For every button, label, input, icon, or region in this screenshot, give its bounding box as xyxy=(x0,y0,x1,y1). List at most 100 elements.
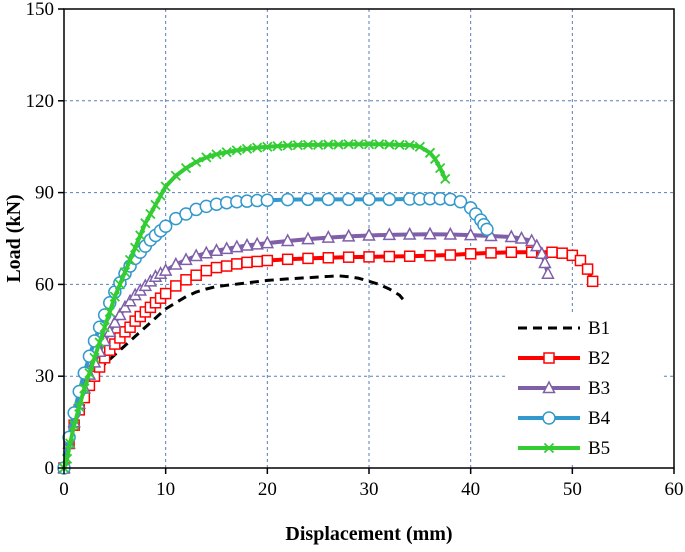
data-point xyxy=(231,258,243,270)
data-point xyxy=(241,143,253,154)
data-point xyxy=(189,248,203,262)
data-point xyxy=(180,162,192,174)
data-point xyxy=(64,438,76,449)
data-point xyxy=(435,162,446,174)
x-tick-label: 30 xyxy=(360,479,379,500)
data-point xyxy=(301,192,315,207)
data-point xyxy=(353,139,364,150)
x-tick-label: 50 xyxy=(563,479,582,500)
data-point xyxy=(241,256,253,269)
data-point xyxy=(429,153,441,165)
data-point xyxy=(323,139,334,150)
legend-item: B4 xyxy=(518,408,611,429)
data-point xyxy=(160,181,171,192)
legend-marker xyxy=(542,380,556,394)
data-point xyxy=(313,139,324,151)
data-point xyxy=(322,252,335,264)
data-point xyxy=(586,275,599,288)
data-point xyxy=(383,250,396,263)
data-point xyxy=(84,368,95,379)
data-point xyxy=(140,218,151,229)
data-point xyxy=(230,239,244,253)
data-point xyxy=(382,192,397,207)
data-point xyxy=(538,255,552,269)
legend-item: B5 xyxy=(518,438,610,459)
data-point xyxy=(363,139,375,150)
data-point xyxy=(272,140,283,152)
data-point xyxy=(402,226,417,240)
data-point xyxy=(440,173,451,184)
data-point xyxy=(200,264,213,277)
data-point xyxy=(119,267,131,278)
x-tick-label: 40 xyxy=(461,479,480,500)
data-point xyxy=(123,293,137,307)
data-point xyxy=(485,247,497,259)
data-point xyxy=(394,139,405,151)
data-point xyxy=(190,269,202,281)
data-point xyxy=(514,230,529,244)
data-point xyxy=(108,315,122,328)
data-point xyxy=(118,299,132,313)
data-point xyxy=(403,250,416,262)
legend-label: B2 xyxy=(588,348,610,369)
data-point xyxy=(155,190,166,201)
data-point xyxy=(109,291,120,302)
data-point xyxy=(114,279,126,290)
x-tick-label: 60 xyxy=(665,479,684,500)
data-point xyxy=(374,139,385,150)
data-point xyxy=(363,251,375,263)
axes xyxy=(58,8,675,474)
data-point xyxy=(443,226,458,240)
data-point xyxy=(261,254,274,267)
data-point xyxy=(158,263,173,276)
x-tick-label: 0 xyxy=(59,479,69,500)
data-point xyxy=(535,246,549,260)
data-point xyxy=(384,139,395,150)
data-point xyxy=(169,256,183,270)
data-point xyxy=(281,253,294,266)
data-point xyxy=(252,142,263,153)
data-point xyxy=(209,243,224,256)
data-point xyxy=(453,195,468,209)
legend-item: B3 xyxy=(518,378,610,399)
y-tick-label: 90 xyxy=(35,183,54,204)
y-tick-label: 0 xyxy=(45,458,55,479)
data-point xyxy=(130,242,141,253)
legend-item: B1 xyxy=(518,318,610,339)
data-point xyxy=(170,170,181,181)
series-line xyxy=(62,232,550,470)
data-point xyxy=(251,255,263,268)
data-point xyxy=(333,139,344,150)
data-point xyxy=(79,383,90,394)
legend-marker xyxy=(543,352,555,364)
data-point xyxy=(444,249,457,261)
data-point xyxy=(170,280,182,292)
y-axis-title: Load (kN) xyxy=(3,194,25,282)
data-point xyxy=(201,152,212,163)
data-point xyxy=(220,260,233,272)
legend-item: B2 xyxy=(518,348,610,369)
data-point xyxy=(250,236,264,250)
legend-marker xyxy=(543,442,555,454)
data-point xyxy=(240,237,254,251)
data-point xyxy=(180,274,192,286)
data-point xyxy=(191,156,202,168)
data-point xyxy=(414,141,425,152)
data-point xyxy=(341,192,356,207)
data-point xyxy=(280,233,295,247)
data-point xyxy=(302,252,314,265)
data-point xyxy=(211,149,222,160)
y-tick-label: 150 xyxy=(26,0,55,20)
y-tick-label: 60 xyxy=(35,274,54,295)
data-point xyxy=(362,227,376,241)
data-point xyxy=(302,139,314,151)
data-point xyxy=(480,222,494,237)
data-point xyxy=(145,208,156,220)
y-tick-label: 30 xyxy=(35,366,54,387)
data-point xyxy=(301,231,315,245)
data-point xyxy=(219,241,234,255)
data-point xyxy=(150,199,161,210)
data-point xyxy=(541,266,555,279)
data-point xyxy=(546,246,558,259)
